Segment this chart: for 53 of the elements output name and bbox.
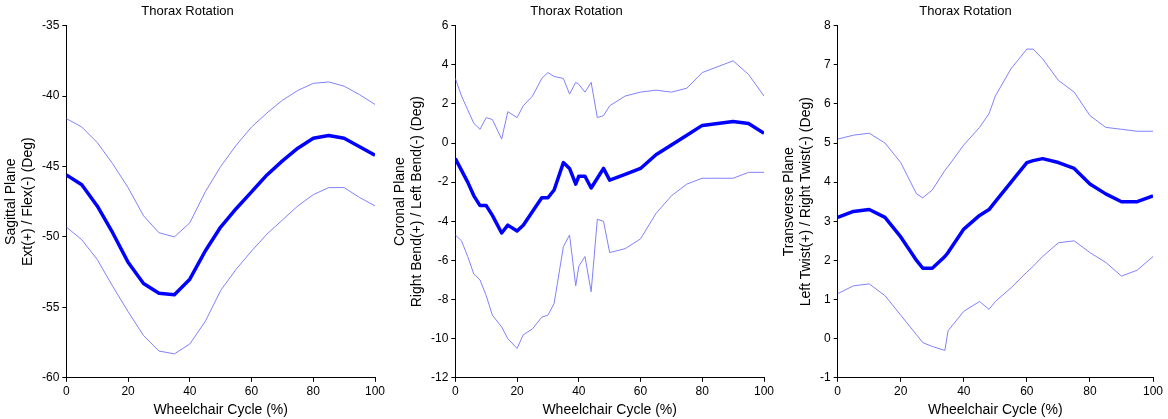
x-tick-label: 20 [510,384,525,399]
y-tick-label: -50 [42,229,60,244]
y-tick-label: -4 [437,213,449,228]
y-tick-label: -10 [431,330,449,345]
y-tick-label: 2 [823,252,831,267]
y-axis-title: Coronal Plane Right Bend(+) / Left Bend(-) (Deg) [390,96,425,308]
y-tick-label: 4 [441,57,449,72]
x-tick-label: 80 [1083,384,1097,399]
y-tick-label: -12 [431,370,449,385]
y-tick-label: -2 [437,174,449,189]
x-tick-label: 40 [572,384,586,399]
x-tick-label: 80 [306,384,321,399]
x-tick-label: 100 [753,384,775,399]
x-tick-label: 100 [364,384,386,399]
chart-title: Thorax Rotation [530,3,623,19]
x-tick-label: 40 [957,384,971,399]
x-tick-label: 60 [1020,384,1034,399]
y-axis-title: Transverse Plane Left Twist(+) / Right Twist(-) (Deg) [779,97,814,307]
x-tick-label: 0 [452,384,459,399]
y-tick-label: -1 [820,370,831,385]
y-tick-label: 8 [823,17,831,32]
y-tick-label: 4 [823,174,831,189]
y-tick-label: 7 [823,57,831,72]
x-tick-label: 80 [695,384,710,399]
x-tick-label: 100 [1142,384,1164,399]
x-axis-title: Wheelchair Cycle (%) [153,401,288,418]
x-tick-label: 60 [244,384,259,399]
y-tick-label: 3 [823,213,831,228]
chart-title: Thorax Rotation [919,3,1012,19]
x-tick-label: 20 [121,384,136,399]
y-tick-label: -35 [42,17,60,32]
y-tick-label: -60 [42,370,60,385]
x-axis-title: Wheelchair Cycle (%) [542,401,677,418]
y-tick-label: 5 [823,135,831,150]
x-tick-label: 0 [63,384,70,399]
x-tick-label: 40 [183,384,197,399]
chart-title: Thorax Rotation [141,3,234,19]
x-tick-label: 0 [834,384,842,399]
y-tick-label: -55 [42,299,60,314]
y-tick-label: 1 [823,291,831,306]
y-tick-label: 2 [441,96,449,111]
x-axis-title: Wheelchair Cycle (%) [928,401,1063,418]
x-tick-label: 20 [894,384,908,399]
y-axis-title: Sagittal Plane Ext(+) / Flex(-) (Deg) [1,137,36,267]
y-tick-label: 6 [441,17,449,32]
y-tick-label: 6 [823,96,831,111]
y-tick-label: -6 [437,252,449,267]
y-tick-label: -45 [42,158,60,173]
y-tick-label: 0 [823,330,831,345]
y-tick-label: -8 [437,291,449,306]
y-tick-label: 0 [441,135,449,150]
x-tick-label: 60 [633,384,648,399]
y-tick-label: -40 [42,88,60,103]
